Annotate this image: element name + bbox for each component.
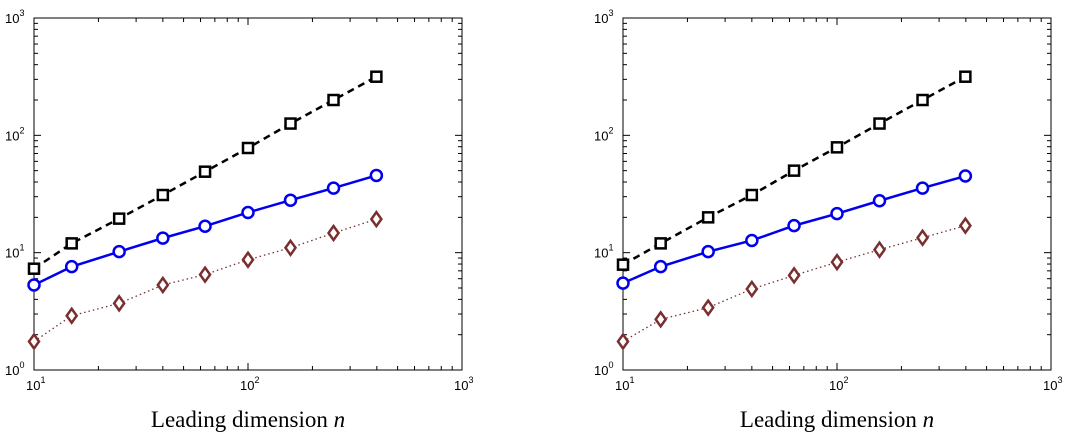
data-point-circle — [112, 244, 126, 259]
data-point-circle — [701, 244, 715, 259]
data-point-square — [156, 188, 170, 202]
data-point-diamond — [787, 266, 801, 285]
data-point-diamond — [872, 240, 887, 259]
data-point-diamond — [241, 250, 255, 269]
data-point-square — [654, 237, 667, 250]
x-axis-label: Leading dimension n — [151, 407, 345, 432]
data-point-circle — [958, 169, 973, 183]
plot-area-frame — [622, 17, 1052, 371]
data-point-circle — [27, 278, 41, 292]
y-tick-label: 102 — [594, 125, 613, 143]
data-point-diamond — [958, 216, 972, 235]
data-point-circle — [241, 205, 255, 220]
data-point-diamond — [156, 275, 170, 295]
x-tick-label: 101 — [26, 375, 45, 393]
data-point-circle — [156, 231, 170, 245]
data-point-circle — [198, 219, 212, 233]
series-diamond — [27, 210, 383, 351]
data-point-circle — [369, 168, 384, 183]
data-point-circle — [872, 193, 887, 208]
series-circle — [27, 168, 384, 292]
series-circle — [616, 169, 973, 290]
data-point-square — [27, 262, 41, 275]
data-point-diamond — [283, 238, 298, 257]
data-point-circle — [616, 276, 630, 290]
series-line — [622, 225, 966, 343]
data-point-diamond — [112, 294, 126, 313]
series-square — [27, 70, 383, 275]
x-tick-label: 103 — [454, 375, 473, 393]
data-point-circle — [915, 181, 930, 195]
data-point-circle — [787, 218, 801, 233]
data-point-circle — [653, 259, 668, 274]
plot-area-frame — [33, 17, 463, 371]
data-point-circle — [283, 193, 298, 207]
data-point-square — [873, 117, 886, 130]
data-point-square — [745, 188, 759, 202]
data-point-square — [701, 211, 715, 224]
data-point-square — [112, 212, 126, 225]
y-tick-label: 100 — [5, 360, 24, 378]
data-point-square — [65, 237, 78, 250]
y-tick-label: 100 — [594, 360, 613, 378]
data-point-diamond — [654, 310, 668, 329]
x-axis-label: Leading dimension n — [740, 407, 934, 432]
y-tick-label: 101 — [594, 243, 613, 261]
data-point-circle — [326, 181, 341, 195]
data-point-diamond — [27, 332, 41, 351]
y-tick-label: 101 — [5, 243, 24, 261]
data-point-diamond — [745, 279, 759, 299]
data-point-diamond — [830, 253, 844, 272]
data-point-circle — [745, 233, 759, 248]
x-tick-label: 102 — [240, 375, 259, 393]
data-point-square — [241, 141, 255, 155]
data-point-circle — [830, 206, 844, 221]
x-tick-label: 103 — [1043, 375, 1062, 393]
x-tick-label: 102 — [829, 375, 848, 393]
series-square — [616, 70, 972, 271]
data-point-diamond — [198, 265, 212, 284]
data-point-square — [959, 70, 972, 83]
data-point-square — [616, 258, 630, 271]
data-point-circle — [64, 259, 79, 274]
x-tick-label: 101 — [615, 375, 634, 393]
data-point-square — [370, 70, 383, 83]
y-tick-label: 103 — [594, 8, 613, 26]
axis-ticks — [33, 18, 462, 371]
y-tick-label: 102 — [5, 125, 24, 143]
data-point-square — [916, 93, 929, 107]
data-point-diamond — [616, 332, 630, 351]
data-point-square — [787, 164, 801, 177]
data-point-diamond — [326, 223, 341, 243]
axis-ticks — [622, 18, 1051, 371]
data-point-diamond — [701, 298, 715, 317]
data-point-square — [830, 141, 844, 154]
y-tick-label: 103 — [5, 8, 24, 26]
data-point-square — [198, 165, 212, 178]
data-point-diamond — [65, 306, 79, 325]
data-point-square — [327, 93, 340, 107]
series-diamond — [616, 216, 972, 351]
data-point-square — [284, 117, 297, 130]
data-point-diamond — [915, 228, 930, 247]
data-point-diamond — [369, 210, 383, 229]
